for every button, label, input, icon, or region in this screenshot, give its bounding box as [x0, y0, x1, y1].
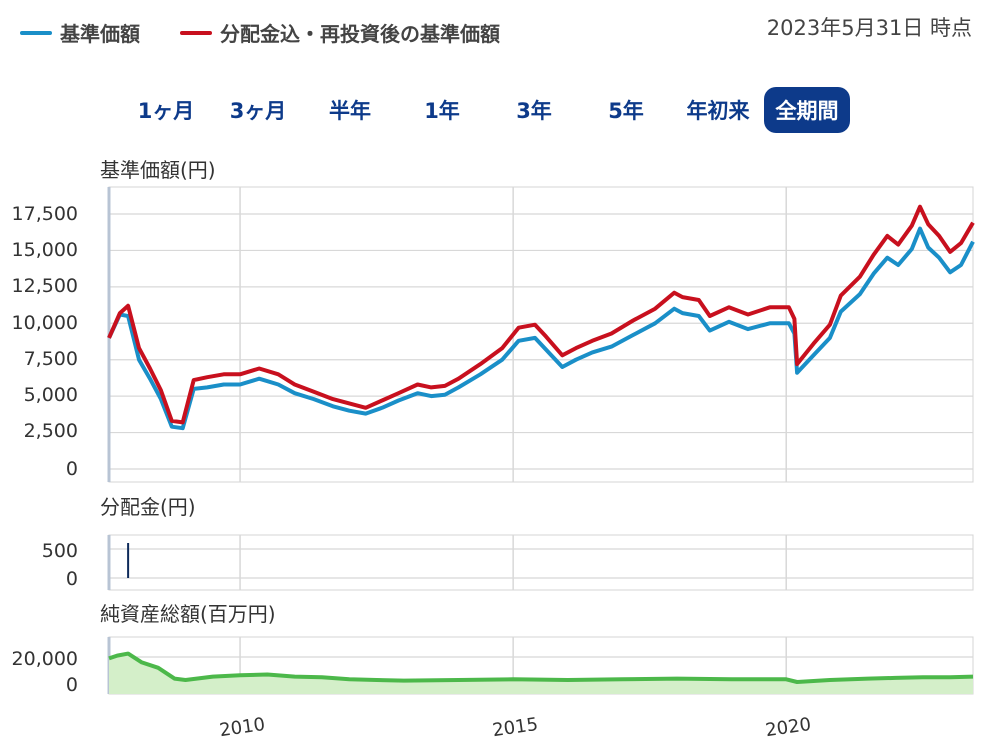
nav-grid [107, 186, 974, 483]
legend: 基準価額 分配金込・再投資後の基準価額 [20, 18, 500, 47]
legend-nav: 基準価額 [20, 18, 140, 47]
as-of-date: 2023年5月31日 時点 [766, 16, 972, 40]
x-axis-ticks: 2010 2015 2020 [218, 714, 812, 741]
nav-ytick: 0 [66, 458, 78, 480]
tab-3-years[interactable]: 3年 [516, 99, 552, 123]
nav-ytick: 15,000 [12, 239, 78, 261]
legend-reinvest-label: 分配金込・再投資後の基準価額 [220, 22, 500, 46]
dist-panel-title: 分配金(円) [100, 495, 196, 519]
period-tabs: 1ヶ月 3ヶ月 半年 1年 3年 5年 年初来 全期間 [120, 87, 850, 133]
x-tick-label: 2020 [764, 714, 812, 741]
nav-ytick: 7,500 [24, 348, 78, 370]
tab-all-period[interactable]: 全期間 [764, 87, 850, 133]
dist-grid [107, 534, 974, 591]
panel-frame [108, 186, 974, 483]
tab-1-year[interactable]: 1年 [424, 99, 460, 123]
nav-ytick: 17,500 [12, 203, 78, 225]
tab-3-months[interactable]: 3ヶ月 [229, 99, 287, 123]
nav-panel-title: 基準価額(円) [100, 158, 216, 182]
nav-ytick: 12,500 [12, 275, 78, 297]
legend-reinvest-swatch [180, 30, 212, 35]
legend-reinvest: 分配金込・再投資後の基準価額 [180, 18, 500, 47]
aum-ytick: 0 [66, 674, 78, 696]
x-tick-label: 2015 [491, 714, 539, 741]
series-line-reinvest [107, 204, 975, 425]
nav-ytick: 10,000 [12, 312, 78, 334]
aum-line [108, 651, 974, 684]
aum-area-fill [109, 653, 973, 694]
nav-ytick: 5,000 [24, 384, 78, 406]
tab-5-years[interactable]: 5年 [608, 99, 644, 123]
x-tick-label: 2010 [218, 714, 266, 741]
tab-ytd[interactable]: 年初来 [686, 99, 750, 123]
legend-nav-swatch [20, 30, 52, 35]
panel-frame [108, 534, 974, 591]
tab-half-year[interactable]: 半年 [329, 99, 371, 123]
aum-ytick: 20,000 [12, 648, 78, 670]
nav-ytick: 2,500 [24, 420, 78, 442]
dist-ytick: 500 [42, 540, 78, 562]
tab-1-month[interactable]: 1ヶ月 [137, 99, 195, 123]
nav-yticks: 17,500 15,000 12,500 10,000 7,500 5,000 … [12, 203, 78, 480]
aum-panel-title: 純資産総額(百万円) [100, 602, 276, 626]
legend-nav-label: 基準価額 [60, 22, 140, 46]
series-line-nav [107, 226, 975, 431]
dist-ytick: 0 [66, 568, 78, 590]
